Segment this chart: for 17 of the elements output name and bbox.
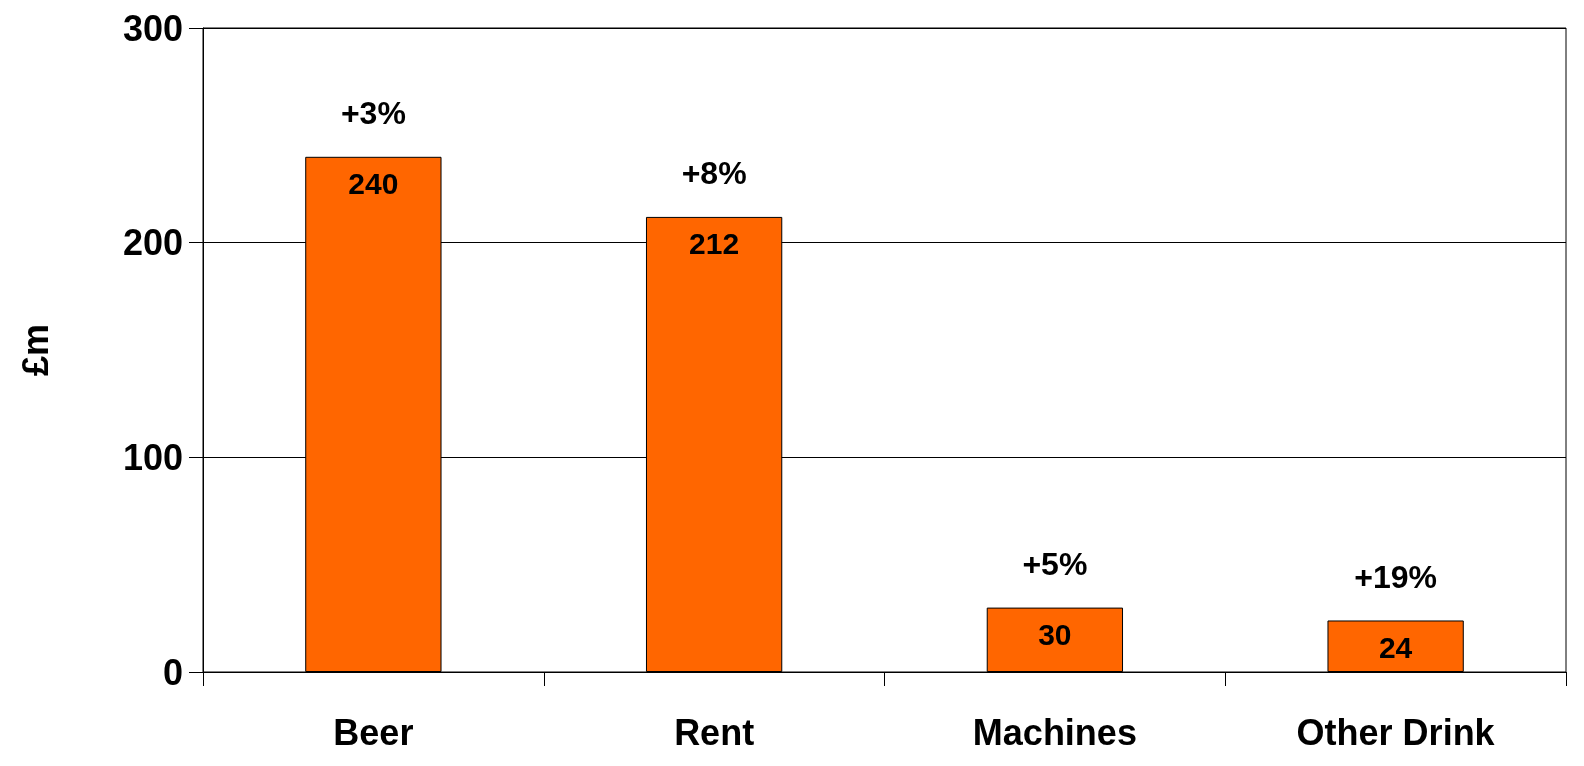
y-tick-label: 200 <box>122 222 183 264</box>
y-axis-title: £m <box>14 323 56 377</box>
y-tick-label: 100 <box>122 436 183 478</box>
data-label: 24 <box>1378 630 1413 664</box>
y-tick-label: 300 <box>122 7 183 49</box>
annotation: +5% <box>1022 546 1088 583</box>
x-tick-label: Rent <box>674 711 755 753</box>
data-label: 212 <box>689 227 740 261</box>
data-label: 240 <box>348 167 399 201</box>
annotation: +19% <box>1354 558 1437 595</box>
x-tick-label: Other Drink <box>1296 711 1496 753</box>
annotation: +8% <box>681 155 747 192</box>
annotation: +3% <box>340 95 406 132</box>
x-tick-label: Beer <box>333 711 414 753</box>
y-tick-label: 0 <box>162 651 183 693</box>
data-label: 30 <box>1038 618 1072 652</box>
x-tick-label: Machines <box>972 711 1137 753</box>
